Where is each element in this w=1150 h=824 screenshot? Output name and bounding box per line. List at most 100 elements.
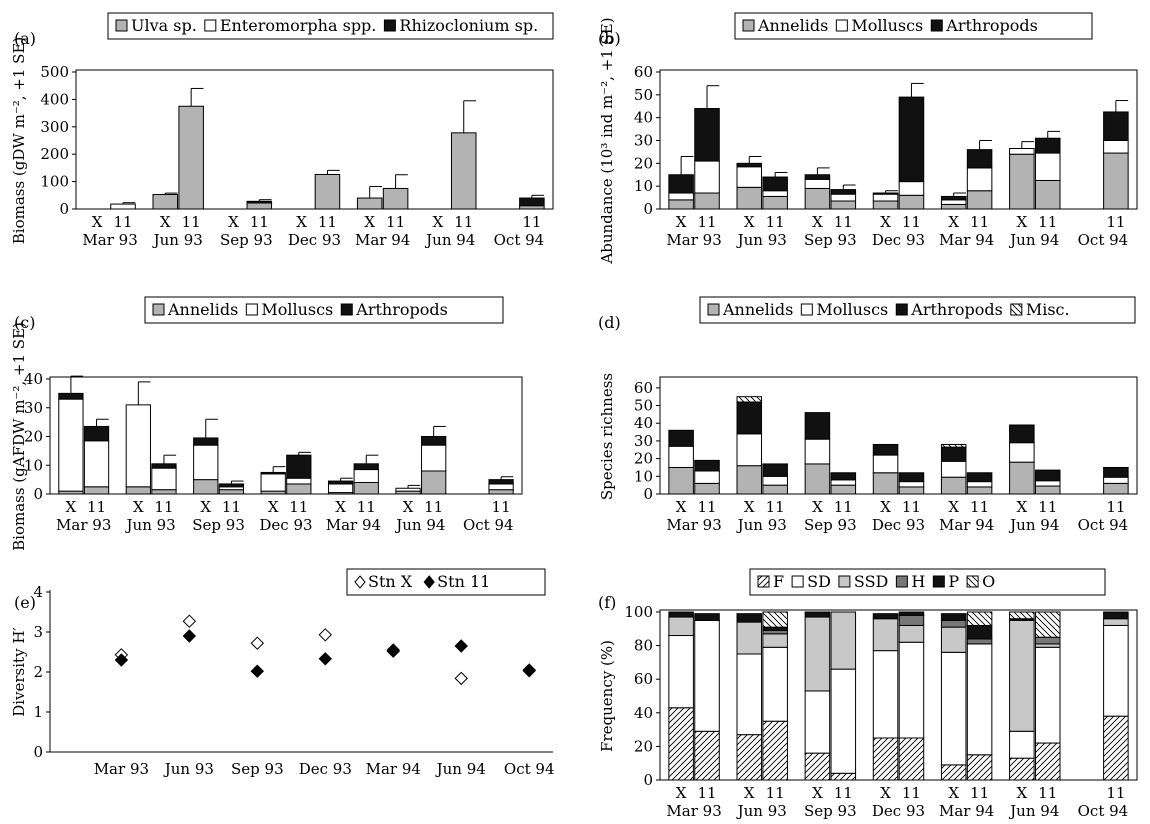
bar-segment [898,624,925,643]
y-axis-label: Diversity H′ [10,627,28,717]
bar-segment [898,641,925,739]
bar-segment [872,193,899,202]
bar-segment [762,720,788,781]
bar-segment [58,392,84,400]
bar-segment [1103,152,1129,210]
y-tick-label: 30 [24,399,43,417]
legend-label: O [982,572,995,591]
bar-segment [804,438,831,465]
legend-box [734,12,1093,40]
bar-segment [830,472,857,481]
x-station-label: 11 [1106,213,1125,231]
legend-label: F [773,572,784,591]
x-station-label: 11 [1038,498,1057,516]
bar-segment [668,174,694,194]
y-axis-label: Biomass (gAFDW m⁻², +1 SE) [10,322,28,551]
bar-segment [668,611,694,618]
x-station-label: 11 [970,784,989,802]
bar-segment [488,483,514,491]
x-station-label: 11 [250,213,269,231]
bar-segment [1103,476,1129,484]
bar-segment [830,611,857,670]
bar-segment [762,190,788,197]
bar-segment [940,446,967,462]
x-date-label: Mar 94 [326,516,381,534]
bar-segment [1034,469,1061,482]
bar-segment [940,443,967,448]
x-station-label: 11 [1106,784,1125,802]
x-tick-label: Mar 93 [94,760,149,778]
x-station-label: 11 [113,213,132,231]
bar-segment [966,167,993,192]
y-tick-label: 30 [634,132,653,150]
x-station-label: 11 [697,498,716,516]
legend-label: Annelids [167,300,238,319]
x-station-label: 11 [357,498,376,516]
x-station-label: 11 [289,498,308,516]
bar-segment [736,162,763,168]
bar-segment [898,194,925,210]
x-station-label: 11 [386,213,405,231]
x-station-label: X [160,213,171,231]
x-date-label: Mar 94 [939,516,994,534]
bar-segment [286,483,312,495]
panel-c: (c) Annelids Molluscs Arthropods 0 10 20 30 40Bi… [10,296,523,551]
point-stn-x [250,636,265,650]
x-station-label: X [92,213,103,231]
panel-d: (d) Annelids Molluscs Arthropods Misc. 010203… [598,296,1138,534]
bar-segment [327,480,354,485]
bar-segment [966,643,993,756]
legend-label: Molluscs [851,16,923,35]
bar-segment [872,613,899,620]
legend-swatch [204,19,217,32]
panel-f: (f) F SD SSD H P O 0 20 40 60 80 100 Frequency (%) Mar… [598,568,1138,820]
x-date-label: Mar 93 [56,516,111,534]
bar-segment [872,618,899,652]
plot-frame [659,69,1138,210]
plot-frame [49,376,523,495]
y-axis-label: Biomass (gDW m⁻², +1 SE) [10,37,28,245]
bar-segment [488,479,514,485]
x-station-label: 11 [1038,784,1057,802]
x-date-label: Mar 93 [666,516,721,534]
bar-segment [519,197,545,207]
bar-segment [694,459,720,472]
bar-segment [260,471,286,475]
bar-segment [966,638,993,645]
legend-box [699,296,1136,324]
legend-swatch [1010,303,1023,316]
x-station-label: 11 [222,498,241,516]
bar-segment [762,611,788,628]
bar-segment [178,105,204,210]
bar-segment [940,203,967,210]
x-date-label: Oct 94 [1078,516,1129,534]
panel-label: (a) [14,29,36,48]
x-station-label: X [296,213,307,231]
bar-segment [246,200,273,204]
bar-segment [450,132,477,210]
panel-label: (d) [598,313,621,332]
legend-swatch [707,303,720,316]
bar-segment [694,613,720,621]
bar-segment [1103,111,1129,142]
legend-swatch [895,303,908,316]
x-date-label: Jun 94 [394,516,445,534]
bar-segment [736,396,763,403]
legend-marker [354,575,366,589]
bar-segment [694,619,720,732]
bar-segment [314,173,341,210]
bar-segment [830,193,857,202]
legend-label: Ulva sp. [131,16,197,35]
bar-segment [966,190,993,210]
y-tick-label: 20 [634,450,653,468]
panel-label: (b) [598,29,621,48]
bar-segment [830,479,857,486]
bar-segment [327,483,354,494]
bar-segment [940,476,967,495]
x-date-label: Jun 93 [736,231,787,249]
bar-segment [1009,442,1035,463]
bar-segment [694,482,720,495]
bar-segment [286,454,312,479]
x-tick-label: Sep 93 [231,760,284,778]
